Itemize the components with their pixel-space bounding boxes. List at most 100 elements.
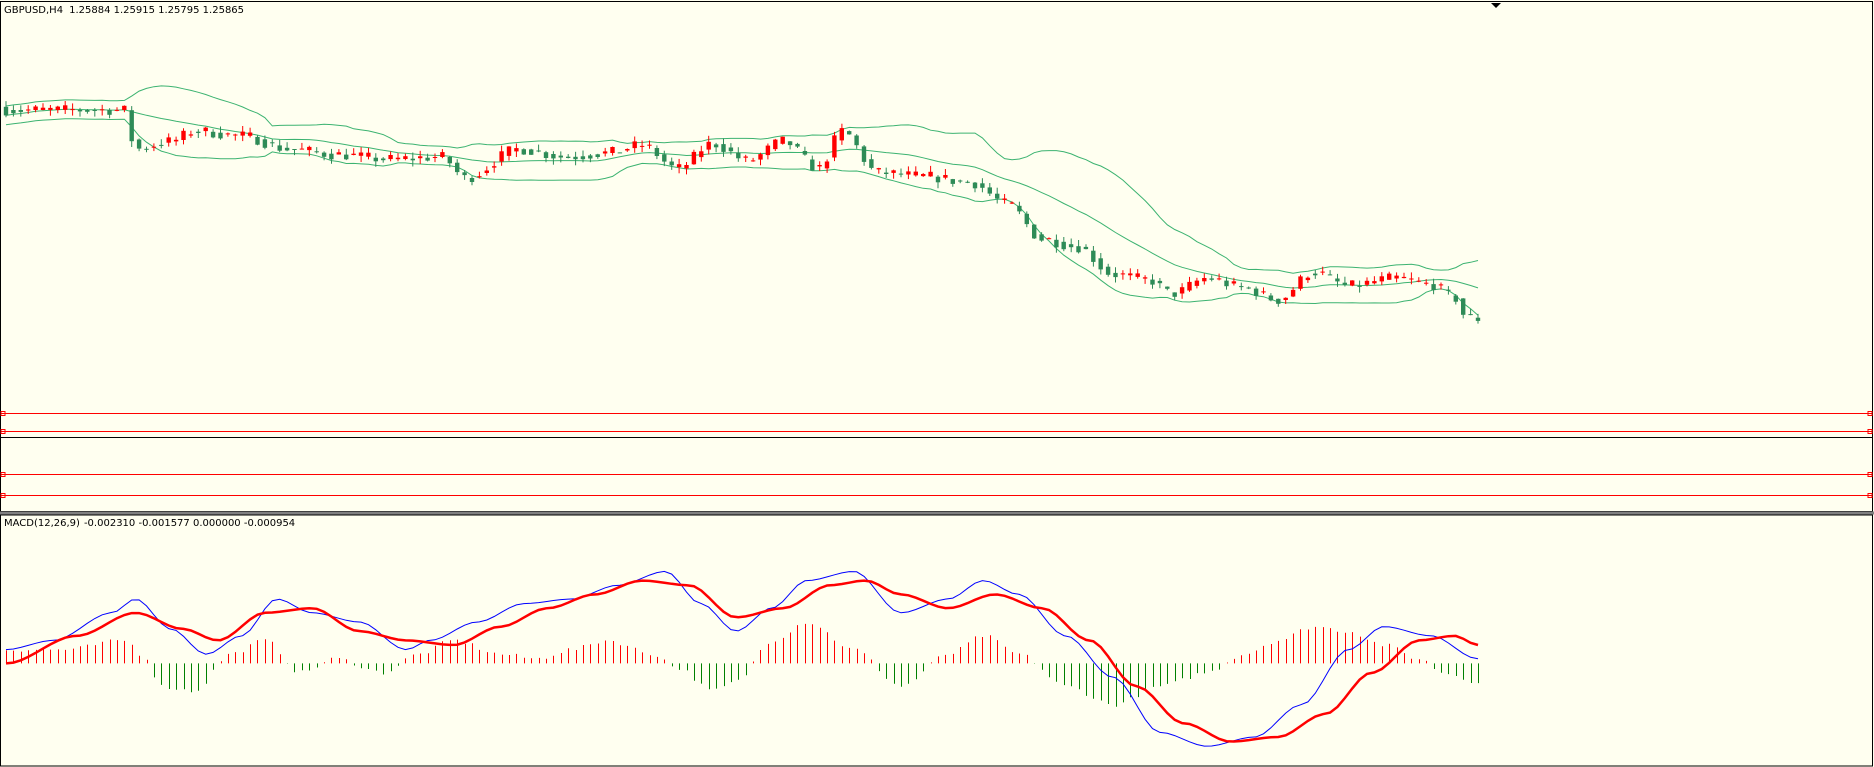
candle-body [713, 144, 719, 148]
candle-body [159, 144, 164, 146]
level-handle-left[interactable] [0, 493, 6, 498]
candle-body [1335, 278, 1340, 282]
candle-body [839, 128, 844, 141]
candle-body [410, 158, 415, 161]
candle-body [1424, 282, 1429, 284]
macd-layer [5, 570, 1479, 747]
candle-body [129, 110, 134, 142]
candle-body [77, 110, 83, 112]
candle-body [543, 152, 549, 158]
candle-body [1128, 273, 1133, 276]
candle-body [617, 152, 623, 154]
candle-body [1216, 278, 1222, 280]
candle-body [773, 139, 778, 150]
candle-body [40, 107, 46, 110]
candle-body [188, 134, 194, 136]
candle-body [1157, 280, 1163, 284]
candle-body [602, 151, 608, 154]
candle-body [329, 153, 334, 160]
level-handle-right[interactable] [1867, 411, 1873, 416]
candle-body [26, 109, 31, 111]
candle-body [477, 176, 482, 178]
level-handle-right[interactable] [1867, 472, 1873, 477]
candle-body [699, 151, 704, 158]
candle-body [1261, 291, 1266, 293]
price-panel[interactable] [0, 1, 1873, 512]
candle-body [240, 131, 245, 136]
candle-body [1187, 281, 1192, 291]
candle-body [358, 152, 364, 156]
symbol-label: GBPUSD,H4 [4, 5, 63, 16]
candle-body [721, 144, 726, 152]
candle-body [270, 142, 275, 144]
candle-body [48, 107, 53, 110]
candle-body [921, 174, 926, 177]
candle-body [233, 134, 238, 136]
level-handle-left[interactable] [0, 429, 6, 434]
candle-body [1209, 278, 1214, 280]
candle-body [1453, 295, 1458, 302]
level-handle-right[interactable] [1867, 429, 1873, 434]
candle-body [203, 127, 208, 132]
candle-body [1054, 239, 1059, 248]
candle-body [706, 141, 711, 150]
candle-body [33, 106, 38, 110]
candle-body [1202, 278, 1207, 282]
candle-body [861, 146, 867, 162]
candle-body [11, 110, 16, 114]
level-handle-right[interactable] [1867, 493, 1873, 498]
candle-body [758, 154, 763, 160]
candle-body [373, 157, 378, 162]
candle-body [935, 176, 941, 183]
candle-body [995, 193, 1000, 199]
candle-body [1394, 275, 1399, 279]
candle-body [381, 158, 386, 161]
candle-body [750, 160, 756, 162]
candle-body [536, 150, 541, 152]
candle-body [647, 144, 652, 146]
candle-body [1438, 284, 1444, 286]
candle-body [1224, 280, 1229, 287]
level-handle-left[interactable] [0, 411, 6, 416]
candle-body [1431, 284, 1436, 291]
candle-body [913, 171, 918, 176]
candle-body [1024, 213, 1029, 225]
candle-body [63, 105, 68, 110]
candle-body [1083, 246, 1089, 250]
candle-body [1231, 281, 1237, 284]
candle-body [307, 146, 312, 151]
level-handle-left[interactable] [0, 472, 6, 477]
candle-body [1179, 287, 1185, 294]
candle-body [780, 136, 785, 144]
candle-body [965, 181, 970, 183]
macd-panel[interactable] [0, 514, 1873, 767]
candle-body [1401, 276, 1407, 279]
candle-body [810, 159, 815, 171]
candle-body [1017, 205, 1022, 212]
candle-body [817, 165, 822, 167]
candle-body [1032, 224, 1037, 239]
candle-body [521, 149, 526, 155]
candle-body [388, 155, 393, 160]
candle-body [1379, 276, 1384, 282]
candle-body [906, 171, 911, 175]
candle-body [1461, 298, 1466, 315]
candle-body [1113, 272, 1118, 278]
candle-body [336, 152, 341, 155]
candle-body [403, 156, 408, 159]
candle-body [492, 166, 497, 168]
candle-body [440, 152, 445, 157]
macd-header: MACD(12,26,9) -0.002310 -0.001577 0.00000… [4, 518, 295, 529]
candle-body [1409, 278, 1414, 280]
candle-body [847, 131, 852, 135]
candle-body [395, 157, 401, 160]
candle-body [151, 146, 157, 148]
candle-body [654, 148, 660, 156]
bollinger-upper-band [5, 85, 1479, 274]
candle-body [181, 130, 186, 140]
candle-body [166, 137, 171, 143]
candle-body [1009, 202, 1015, 204]
candle-body [972, 182, 978, 189]
chart-shift-marker-icon[interactable] [1491, 3, 1501, 8]
